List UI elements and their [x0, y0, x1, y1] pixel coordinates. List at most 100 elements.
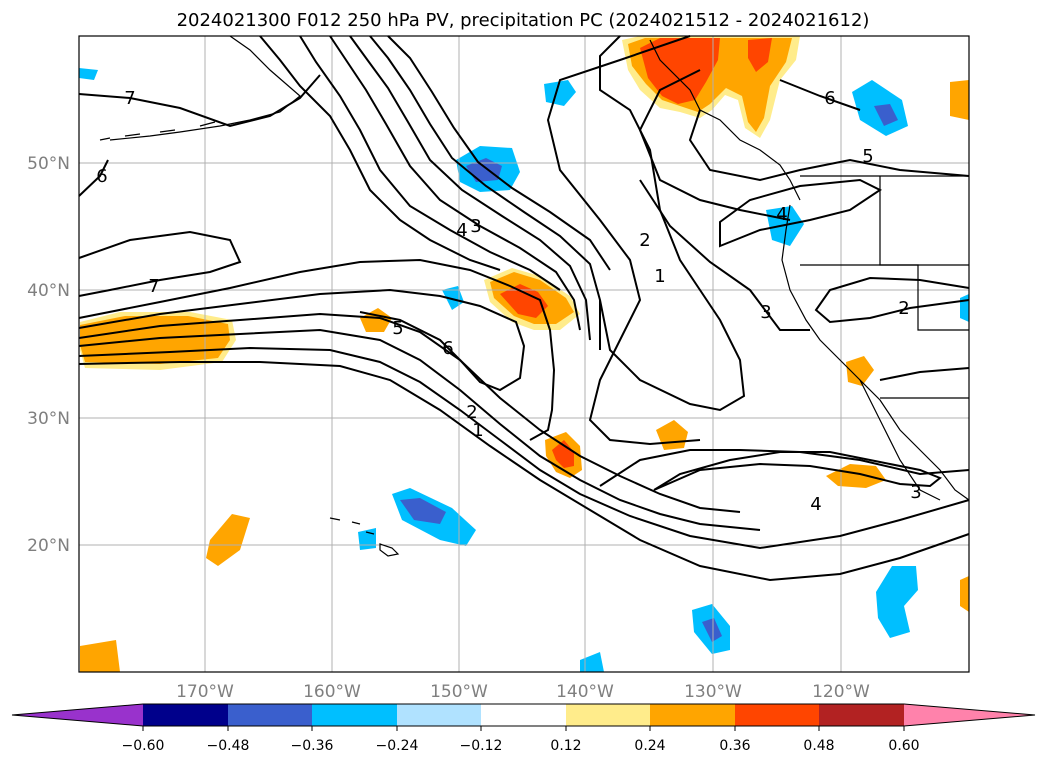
contour-jet-1	[78, 258, 556, 441]
colorbar-tick-label: 0.24	[634, 738, 665, 754]
precip-negative-east-core	[874, 104, 898, 126]
contour-6-east	[779, 79, 861, 111]
contour-label: 7	[148, 276, 159, 297]
border-state-2	[800, 264, 969, 331]
lat-label: 40°N	[27, 281, 70, 301]
contour-label: 2	[639, 230, 650, 251]
contour-label: 3	[760, 302, 771, 323]
contour-3-south	[599, 449, 970, 487]
precip-shading	[79, 36, 969, 672]
latitude-labels: 50°N 40°N 30°N 20°N	[27, 154, 70, 556]
lon-label: 140°W	[556, 682, 614, 702]
contour-east-lower	[879, 367, 970, 381]
contour-7-mid	[78, 230, 242, 297]
colorbar-ticks	[142, 726, 905, 731]
precip-positive-small-7	[960, 576, 969, 612]
colorbar-bin	[819, 704, 904, 726]
colorbar-bin	[481, 704, 566, 726]
colorbar-tick-label: −0.36	[291, 738, 334, 754]
precip-positive-south-core	[552, 440, 574, 468]
contour-jet-5	[78, 346, 970, 550]
contour-label: 1	[472, 420, 483, 441]
coastlines	[99, 35, 970, 557]
precip-positive-gulf-core-east	[748, 38, 772, 72]
contour-label: 1	[654, 266, 665, 287]
contour-7-north	[78, 74, 321, 128]
contour-6-north	[78, 159, 109, 197]
precip-positive-small-6	[950, 80, 969, 120]
contour-label: 6	[824, 88, 835, 109]
precip-positive-central-core	[500, 284, 548, 318]
contour-label: 7	[124, 88, 135, 109]
contour-label: 2	[898, 298, 909, 319]
lat-label: 50°N	[27, 154, 70, 174]
contour-3-east	[639, 179, 810, 331]
precip-negative-small-3	[544, 80, 576, 106]
contour-2	[546, 35, 701, 446]
contour-ridge-west-4	[349, 35, 591, 341]
precip-positive-dateline-core	[80, 316, 230, 364]
figure-title: 2024021300 F012 250 hPa PV, precipitatio…	[177, 10, 870, 31]
contour-jet-2	[78, 288, 526, 392]
contour-label: 5	[862, 146, 873, 167]
precip-positive-gulf-core	[640, 38, 720, 104]
lon-label: 120°W	[812, 682, 870, 702]
colorbar-tick-label: −0.12	[460, 738, 503, 754]
contour-5-east	[688, 109, 970, 182]
precip-negative-se	[876, 566, 918, 638]
colorbar: −0.60 −0.48 −0.36 −0.24 −0.12 0.12 0.24 …	[11, 703, 1036, 754]
precip-positive-small-5	[80, 640, 120, 672]
precip-negative-small-7	[79, 68, 98, 80]
colorbar-tick-label: −0.48	[207, 738, 250, 754]
precip-negative-small-5	[580, 652, 604, 672]
contour-label: 6	[442, 338, 453, 359]
colorbar-tick-label: 0.12	[550, 738, 581, 754]
lat-label: 30°N	[27, 409, 70, 429]
colorbar-tick-label: −0.24	[376, 738, 419, 754]
contour-ridge-west-1	[259, 35, 501, 271]
precip-negative-hawaii-core	[400, 498, 446, 524]
precip-positive-small-4	[846, 356, 874, 386]
contour-label: 6	[96, 166, 107, 187]
contour-label: 3	[470, 216, 481, 237]
contour-label: 4	[810, 494, 821, 515]
contour-jet-4	[78, 328, 761, 531]
contour-ridge-west-3	[329, 35, 581, 331]
contour-label: 4	[776, 204, 787, 225]
colorbar-bin	[228, 704, 312, 726]
coastline-baja	[859, 379, 941, 501]
lon-label: 170°W	[176, 682, 234, 702]
colorbar-tick-label: 0.36	[719, 738, 750, 754]
contour-label: 5	[392, 318, 403, 339]
contour-4-loop	[653, 451, 942, 491]
map-frame	[78, 35, 970, 673]
contour-2-loop	[638, 69, 791, 221]
contour-label: 2	[466, 402, 477, 423]
contour-jet-3	[78, 312, 741, 513]
aleutian-islands	[99, 121, 216, 141]
contour-east-2	[814, 276, 970, 324]
contour-ridge-west-2	[299, 35, 561, 291]
colorbar-tick-label: −0.60	[122, 738, 165, 754]
colorbar-tick-label: 0.60	[888, 738, 919, 754]
hawaii-islands	[329, 517, 400, 557]
longitude-labels: 170°W 160°W 150°W 140°W 130°W 120°W	[176, 682, 870, 702]
precip-negative-small-1-core	[702, 618, 722, 642]
colorbar-bin	[312, 704, 397, 726]
colorbar-bin	[397, 704, 481, 726]
contour-jet-6	[78, 361, 970, 582]
precip-positive-small-1	[206, 514, 250, 566]
pv-contours	[78, 35, 970, 582]
colorbar-extend-high	[904, 704, 1035, 726]
colorbar-bin	[143, 704, 228, 726]
contour-ridge-west-5	[369, 35, 601, 350]
coastline-alaska	[109, 35, 301, 141]
contour-label: 4	[456, 220, 467, 241]
contour-east-loop	[719, 178, 882, 248]
lat-label: 20°N	[27, 536, 70, 556]
colorbar-tick-label: 0.48	[803, 738, 834, 754]
contour-label: 3	[910, 482, 921, 503]
precip-negative-small-8	[960, 294, 969, 322]
contour-1	[599, 35, 746, 412]
